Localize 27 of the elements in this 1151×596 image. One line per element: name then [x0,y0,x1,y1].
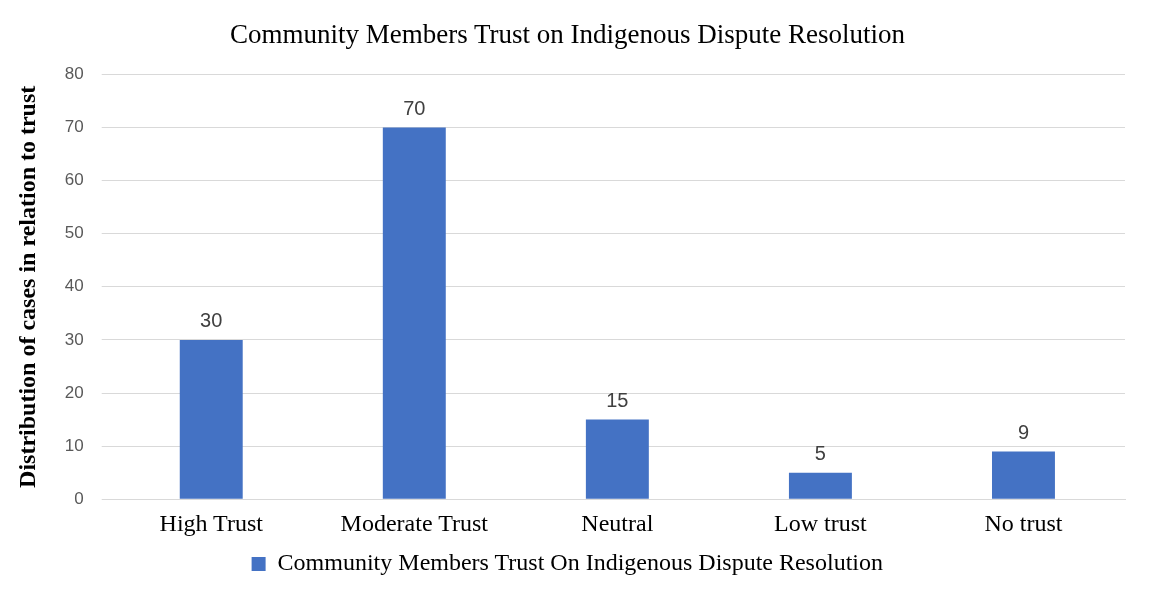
legend-label: Community Members Trust On Indigenous Dispute Resolution [277,549,883,576]
bar [382,127,446,499]
y-tick-label: 10 [64,435,84,455]
x-tick-label: No trust [984,509,1063,536]
bar [179,339,243,499]
y-tick-label: 80 [64,64,84,84]
bar [585,419,649,499]
bar [992,451,1055,499]
x-tick-label: Moderate Trust [340,509,489,536]
data-label: 15 [606,389,629,412]
chart-title: Community Members Trust on Indigenous Dispute Resolution [229,19,906,50]
y-tick-label: 0 [74,488,84,508]
data-label: 9 [1017,420,1030,443]
data-label: 30 [200,309,223,332]
x-tick-label: High Trust [159,509,264,536]
y-tick-label: 70 [64,117,84,137]
y-tick-label: 60 [64,170,84,190]
y-axis-title: Distribution of cases in relation to trust [13,85,40,488]
y-tick-label: 50 [64,223,84,243]
x-tick-label: Neutral [581,509,654,536]
data-label: 70 [403,97,426,120]
y-tick-label: 20 [64,382,84,402]
x-tick-label: Low trust [774,509,868,536]
bar [788,472,852,499]
y-tick-label: 30 [64,329,84,349]
y-tick-label: 40 [64,276,84,296]
data-label: 5 [814,442,826,465]
